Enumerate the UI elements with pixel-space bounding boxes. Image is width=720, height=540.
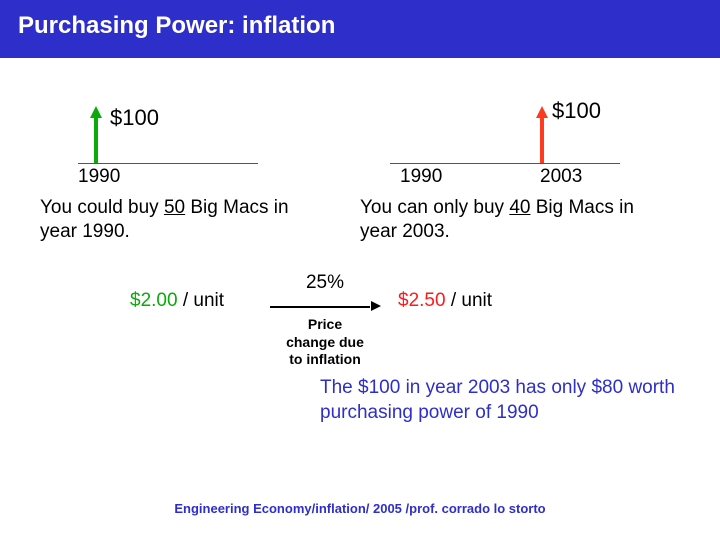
left-caption: You could buy 50 Big Macs in year 1990. [40,196,330,244]
slide-header: Purchasing Power: inflation [0,0,720,58]
price-from: $2.00 / unit [130,290,224,312]
price-change-arrow-icon [270,300,380,312]
right-year-right: 2003 [540,166,582,188]
slide-footer: Engineering Economy/inflation/ 2005 /pro… [0,501,720,516]
left-timeline [78,163,258,164]
price-change-block: 25% Price change due to inflation [265,271,385,369]
right-caption: You can only buy 40 Big Macs in year 200… [360,196,660,244]
conclusion-text: The $100 in year 2003 has only $80 worth… [320,376,680,425]
slide-content: $100 1990 You could buy 50 Big Macs in y… [0,58,720,538]
price-change-caption: Price change due to inflation [265,316,385,369]
left-year: 1990 [78,166,120,188]
price-change-percent: 25% [265,271,385,295]
left-amount: $100 [110,105,159,131]
right-timeline [390,163,620,164]
right-amount: $100 [552,98,601,124]
slide-title: Purchasing Power: inflation [18,12,335,39]
price-to: $2.50 / unit [398,290,492,312]
right-year-left: 1990 [400,166,442,188]
